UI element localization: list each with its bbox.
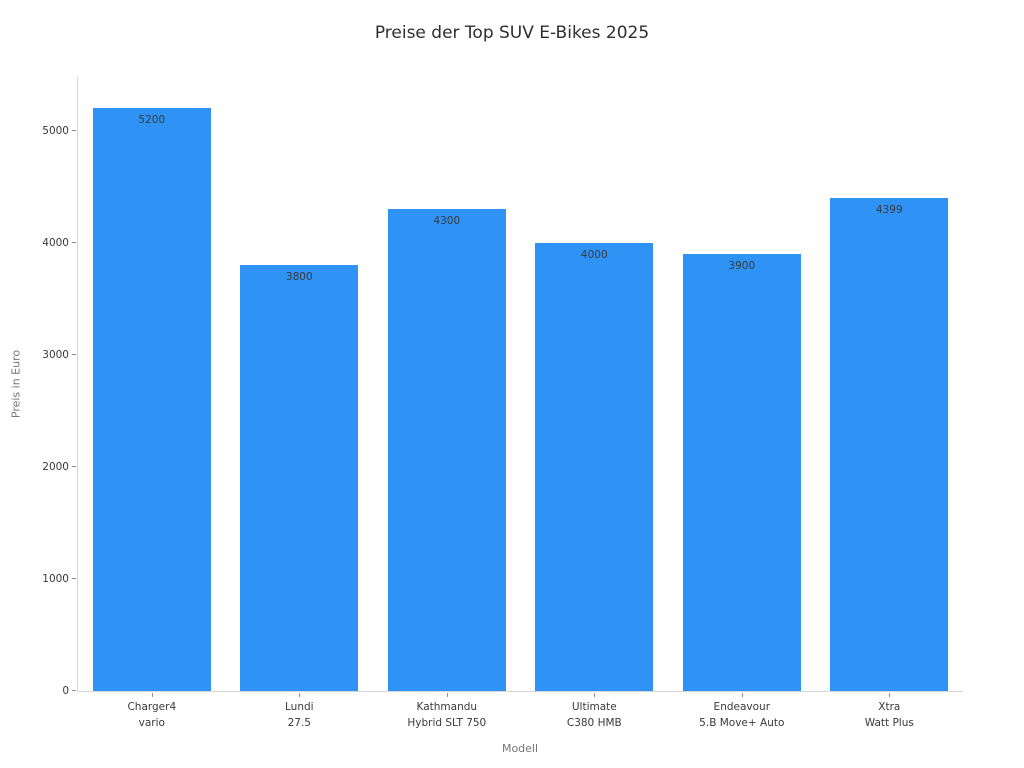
y-tick-label: 5000 — [42, 124, 69, 137]
x-tick-mark — [741, 693, 743, 697]
x-tick-label: Lundi 27.5 — [285, 701, 314, 729]
y-tick-mark — [72, 241, 76, 243]
bar-value-label: 4000 — [580, 248, 608, 261]
x-tick-label: Xtra Watt Plus — [864, 701, 914, 729]
y-tick-mark — [72, 690, 76, 691]
bar: 3900 — [682, 254, 801, 691]
y-tick-mark — [72, 578, 76, 579]
x-tick-mark — [299, 693, 301, 697]
bar: 4300 — [387, 209, 506, 691]
bar: 4399 — [830, 198, 949, 691]
x-tick-mark — [446, 693, 448, 697]
bar-value-label: 5200 — [138, 114, 166, 127]
y-tick-label: 2000 — [42, 460, 69, 473]
bar-value-label: 4399 — [875, 204, 903, 217]
y-tick-label: 3000 — [42, 348, 69, 361]
y-tick-mark — [72, 465, 76, 467]
y-axis-label: Preis in Euro — [9, 349, 23, 419]
plot-area: 0 1000 2000 3000 4000 5000 5200 Charger4 vario 3… — [42, 77, 963, 729]
bar: 5200 — [92, 108, 211, 691]
chart-title: Preise der Top SUV E-Bikes 2025 — [374, 23, 650, 43]
x-tick-label: Charger4 vario — [127, 701, 177, 729]
x-tick-label: Endeavour 5.B Move+ Auto — [699, 701, 785, 729]
y-tick-mark — [72, 129, 76, 131]
x-tick-mark — [594, 693, 596, 697]
x-tick-mark — [151, 693, 153, 697]
bar-value-label: 3900 — [728, 260, 756, 272]
x-tick-label: Ultimate C380 HMB — [566, 701, 622, 729]
y-tick-label: 0 — [62, 685, 69, 697]
bar-value-label: 3800 — [285, 271, 313, 284]
bar: 4000 — [535, 242, 654, 691]
bar: 3800 — [240, 265, 359, 691]
x-tick-mark — [889, 693, 891, 697]
x-axis-label: Modell — [501, 742, 539, 755]
y-tick-label: 4000 — [42, 236, 69, 249]
x-tick-label: Kathmandu Hybrid SLT 750 — [407, 701, 487, 729]
bar-value-label: 4300 — [433, 215, 461, 228]
y-tick-label: 1000 — [42, 573, 69, 585]
y-tick-mark — [72, 353, 76, 355]
